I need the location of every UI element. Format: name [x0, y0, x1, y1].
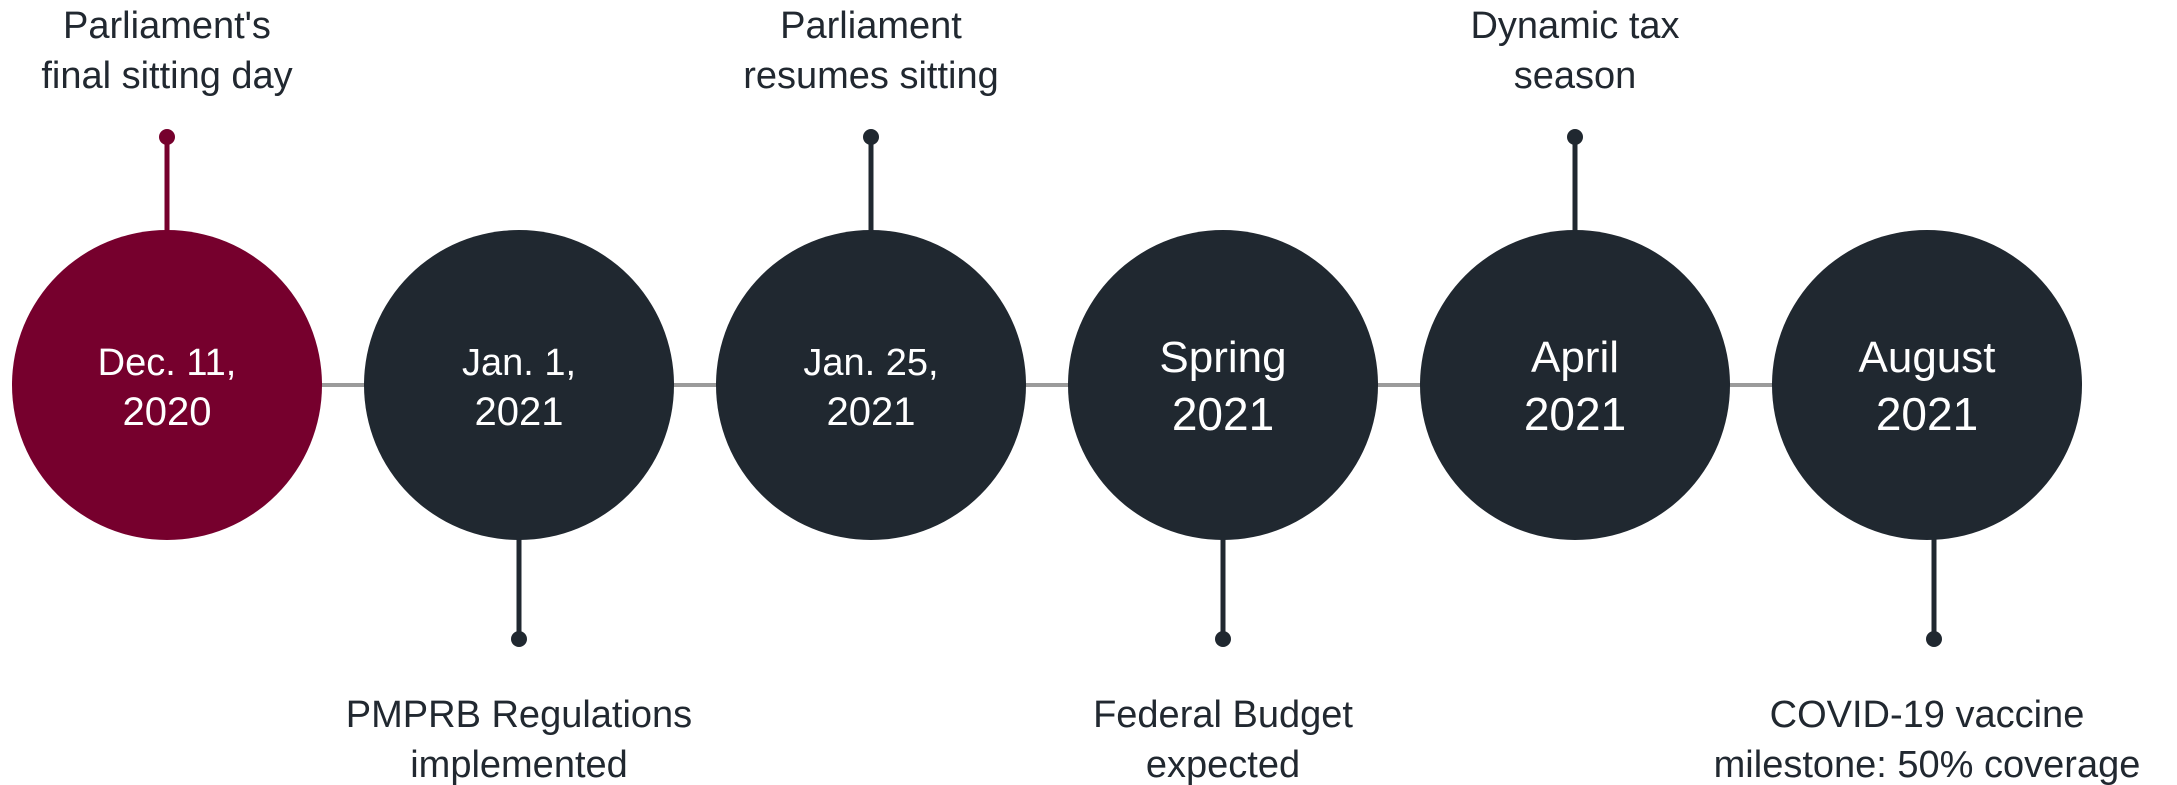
timeline-event: Jan. 1, 2021 PMPRB Regulations implemented	[346, 230, 692, 785]
event-label-line1: Federal Budget	[1093, 694, 1353, 736]
event-date-line2: 2021	[475, 390, 564, 434]
event-date-line1: Jan. 1,	[462, 342, 576, 384]
event-date-line1: August	[1859, 333, 1996, 382]
event-circle	[12, 230, 322, 540]
event-date-line2: 2021	[1524, 388, 1626, 440]
connector-dot	[511, 631, 527, 647]
timeline-event: Dec. 11, 2020 Parliament's final sitting da…	[12, 5, 322, 540]
event-label-line2: season	[1514, 55, 1637, 97]
event-circle	[716, 230, 1026, 540]
event-label-line2: expected	[1146, 744, 1300, 785]
event-label-line1: PMPRB Regulations	[346, 694, 692, 736]
event-label-line2: resumes sitting	[743, 55, 999, 97]
event-label-line1: Dynamic tax	[1470, 5, 1679, 47]
connector-dot	[159, 129, 175, 145]
event-label-line2: implemented	[410, 744, 628, 785]
connector-dot	[1215, 631, 1231, 647]
event-date-line2: 2021	[1876, 388, 1978, 440]
event-circle	[1772, 230, 2082, 540]
event-date-line1: Spring	[1159, 333, 1286, 382]
event-label-line1: COVID-19 vaccine	[1770, 694, 2085, 736]
timeline-event: August 2021 COVID-19 vaccine milestone: 50%…	[1714, 230, 2141, 785]
event-label-line1: Parliament's	[63, 5, 271, 47]
event-date-line2: 2021	[827, 390, 916, 434]
event-circle	[1068, 230, 1378, 540]
event-circle	[364, 230, 674, 540]
event-label-line2: final sitting day	[41, 55, 292, 97]
event-date-line1: Dec. 11,	[98, 342, 237, 384]
connector-dot	[1567, 129, 1583, 145]
events-layer: Dec. 11, 2020 Parliament's final sitting da…	[12, 5, 2140, 785]
event-circle	[1420, 230, 1730, 540]
event-date-line2: 2021	[1172, 388, 1274, 440]
event-date-line1: April	[1531, 333, 1619, 382]
event-label-line2: milestone: 50% coverage	[1714, 744, 2141, 785]
timeline-event: April 2021 Dynamic tax season	[1420, 5, 1730, 540]
timeline-event: Spring 2021 Federal Budget expected	[1068, 230, 1378, 785]
connector-dot	[863, 129, 879, 145]
connector-dot	[1926, 631, 1942, 647]
event-date-line1: Jan. 25,	[803, 342, 938, 384]
event-label-line1: Parliament	[780, 5, 962, 47]
event-date-line2: 2020	[123, 390, 212, 434]
timeline-event: Jan. 25, 2021 Parliament resumes sitting	[716, 5, 1026, 540]
